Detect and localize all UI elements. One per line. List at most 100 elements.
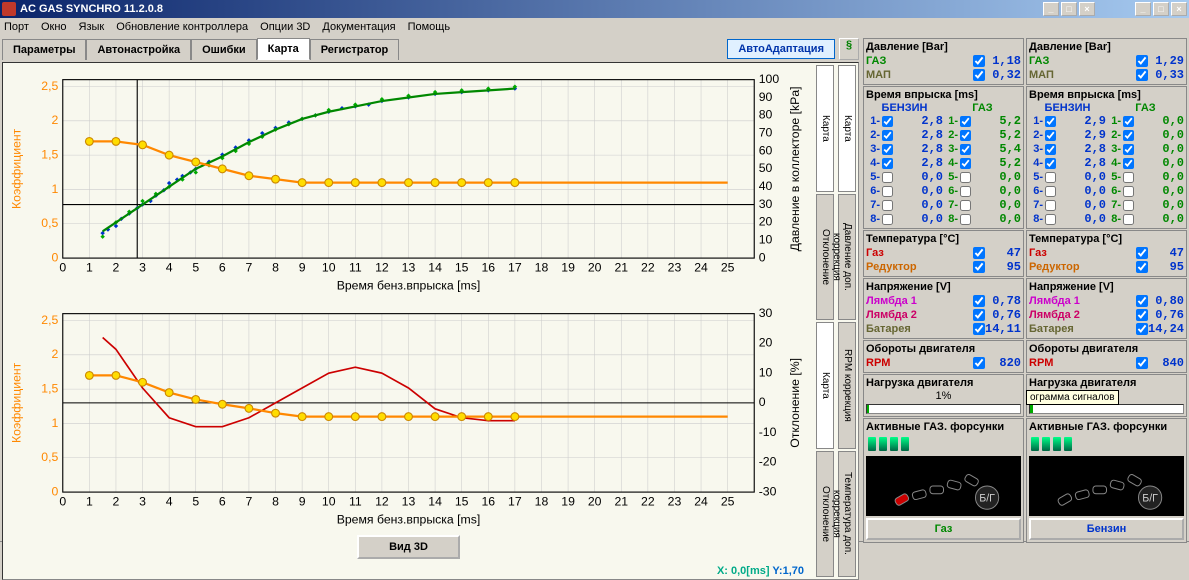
- menu-port[interactable]: Порт: [4, 21, 29, 33]
- benz-inj-checkbox-5[interactable]: [1045, 172, 1056, 183]
- menu-docs[interactable]: Документация: [322, 21, 395, 33]
- gas-inj-checkbox-4[interactable]: [960, 158, 971, 169]
- vtab-map-2[interactable]: Карта: [816, 322, 834, 449]
- benz-inj-checkbox-6[interactable]: [882, 186, 893, 197]
- active-injectors-panel: Активные ГАЗ. форсунки Б/Г Газ: [863, 418, 1024, 543]
- benz-inj-checkbox-8[interactable]: [882, 214, 893, 225]
- tab-autotune[interactable]: Автонастройка: [86, 39, 191, 60]
- menu-lang[interactable]: Язык: [79, 21, 105, 33]
- svg-text:24: 24: [694, 260, 708, 274]
- close-button[interactable]: ×: [1079, 2, 1095, 16]
- gas-inj-checkbox-3[interactable]: [1123, 144, 1134, 155]
- view-3d-button[interactable]: Вид 3D: [357, 535, 460, 559]
- gas-inj-checkbox-3[interactable]: [960, 144, 971, 155]
- lambda2-checkbox[interactable]: [973, 309, 985, 321]
- menu-3d[interactable]: Опции 3D: [260, 21, 310, 33]
- gas-inj-checkbox-5[interactable]: [960, 172, 971, 183]
- chart-top[interactable]: 0123456789101112131415161718192021222324…: [7, 67, 810, 293]
- benz-inj-checkbox-7[interactable]: [1045, 200, 1056, 211]
- benz-inj-checkbox-4[interactable]: [1045, 158, 1056, 169]
- vtab2-temp[interactable]: Температура доп. коррекция: [838, 451, 856, 578]
- temp-gas-checkbox[interactable]: [973, 247, 985, 259]
- vtab2-rpm[interactable]: RPM коррекция: [838, 322, 856, 449]
- temp-gas-checkbox[interactable]: [1136, 247, 1148, 259]
- benz-inj-checkbox-8[interactable]: [1045, 214, 1056, 225]
- svg-text:2,5: 2,5: [41, 313, 58, 327]
- gas-inj-checkbox-7[interactable]: [960, 200, 971, 211]
- benz-inj-checkbox-4[interactable]: [882, 158, 893, 169]
- benz-inj-checkbox-1[interactable]: [1045, 116, 1056, 127]
- vtab2-pressure[interactable]: Давление доп. коррекция: [838, 194, 856, 321]
- gas-inj-checkbox-7[interactable]: [1123, 200, 1134, 211]
- benz-inj-checkbox-3[interactable]: [882, 144, 893, 155]
- close-button-2[interactable]: ×: [1171, 2, 1187, 16]
- rpm-checkbox[interactable]: [973, 357, 985, 369]
- injector-icon: [901, 437, 909, 451]
- tab-logger[interactable]: Регистратор: [310, 39, 400, 60]
- lambda2-checkbox[interactable]: [1136, 309, 1148, 321]
- lambda1-checkbox[interactable]: [973, 295, 985, 307]
- map-pressure-checkbox[interactable]: [973, 69, 985, 81]
- minimize-button-2[interactable]: _: [1135, 2, 1151, 16]
- tab-map[interactable]: Карта: [257, 38, 310, 60]
- benz-inj-checkbox-5[interactable]: [882, 172, 893, 183]
- lambda1-checkbox[interactable]: [1136, 295, 1148, 307]
- tab-errors[interactable]: Ошибки: [191, 39, 257, 60]
- minimize-button[interactable]: _: [1043, 2, 1059, 16]
- fuel-mode-button[interactable]: Бензин: [1029, 518, 1184, 540]
- gas-inj-checkbox-2[interactable]: [1123, 130, 1134, 141]
- gas-inj-checkbox-5[interactable]: [1123, 172, 1134, 183]
- rpm-checkbox[interactable]: [1136, 357, 1148, 369]
- svg-text:1: 1: [86, 495, 93, 509]
- gas-inj-value-6: 0,0: [1136, 184, 1184, 198]
- gas-inj-checkbox-1[interactable]: [960, 116, 971, 127]
- reductor-checkbox[interactable]: [1136, 261, 1148, 273]
- load-bar: [1029, 404, 1184, 414]
- svg-text:21: 21: [614, 260, 628, 274]
- menu-update[interactable]: Обновление контроллера: [116, 21, 248, 33]
- svg-text:2,5: 2,5: [41, 79, 58, 93]
- benz-inj-checkbox-6[interactable]: [1045, 186, 1056, 197]
- gas-inj-value-4: 0,0: [1136, 156, 1184, 170]
- gas-pressure-checkbox[interactable]: [973, 55, 985, 67]
- battery-checkbox[interactable]: [973, 323, 985, 335]
- svg-text:-10: -10: [759, 425, 777, 439]
- signal-button[interactable]: §: [839, 38, 859, 60]
- gas-inj-checkbox-1[interactable]: [1123, 116, 1134, 127]
- auto-adapt-button[interactable]: АвтоАдаптация: [727, 39, 835, 59]
- menu-window[interactable]: Окно: [41, 21, 67, 33]
- svg-text:1,5: 1,5: [41, 382, 58, 396]
- fuel-mode-button[interactable]: Газ: [866, 518, 1021, 540]
- vtab-map[interactable]: Карта: [816, 65, 834, 192]
- gas-inj-value-5: 0,0: [973, 170, 1021, 184]
- benz-inj-checkbox-7[interactable]: [882, 200, 893, 211]
- gas-pressure-checkbox[interactable]: [1136, 55, 1148, 67]
- battery-checkbox[interactable]: [1136, 323, 1148, 335]
- benz-inj-checkbox-2[interactable]: [1045, 130, 1056, 141]
- benz-inj-num-8: 8-: [1029, 213, 1043, 225]
- svg-text:17: 17: [508, 260, 522, 274]
- maximize-button[interactable]: □: [1061, 2, 1077, 16]
- gas-inj-checkbox-2[interactable]: [960, 130, 971, 141]
- gas-inj-checkbox-8[interactable]: [1123, 214, 1134, 225]
- gas-inj-checkbox-4[interactable]: [1123, 158, 1134, 169]
- map-pressure-checkbox[interactable]: [1136, 69, 1148, 81]
- chart-bottom[interactable]: 0123456789101112131415161718192021222324…: [7, 301, 810, 527]
- vtab2-map[interactable]: Карта: [838, 65, 856, 192]
- tab-params[interactable]: Параметры: [2, 39, 86, 60]
- gas-inj-checkbox-6[interactable]: [1123, 186, 1134, 197]
- lambda2-label: Лямбда 2: [1029, 309, 1136, 321]
- maximize-button-2[interactable]: □: [1153, 2, 1169, 16]
- gas-inj-checkbox-6[interactable]: [960, 186, 971, 197]
- menu-help[interactable]: Помощь: [408, 21, 451, 33]
- svg-text:20: 20: [588, 495, 602, 509]
- benz-inj-checkbox-1[interactable]: [882, 116, 893, 127]
- benz-inj-checkbox-2[interactable]: [882, 130, 893, 141]
- svg-text:0: 0: [759, 250, 766, 264]
- gas-inj-checkbox-8[interactable]: [960, 214, 971, 225]
- svg-text:9: 9: [299, 495, 306, 509]
- reductor-checkbox[interactable]: [973, 261, 985, 273]
- benz-inj-checkbox-3[interactable]: [1045, 144, 1056, 155]
- svg-text:12: 12: [375, 260, 389, 274]
- svg-text:30: 30: [759, 306, 773, 320]
